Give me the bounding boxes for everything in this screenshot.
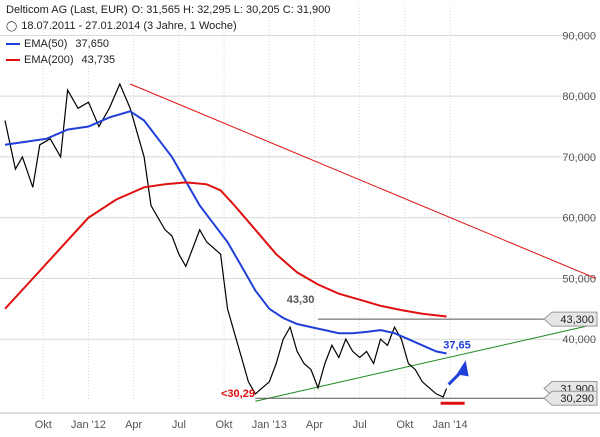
y-tick-label: 60,000 (562, 213, 596, 225)
y-tick-label: 80,000 (562, 91, 596, 103)
price-tag-box (543, 311, 598, 327)
annotation-label: 43,30 (287, 294, 315, 306)
ema50-value: 37,650 (75, 38, 110, 50)
series-line-2 (4, 181, 447, 318)
x-tick-label: Jan '12 (71, 419, 106, 431)
price-tag: 43,300 (543, 311, 598, 327)
ema50-swatch (6, 43, 20, 45)
series-line-1 (4, 110, 447, 355)
x-tick-label: Jan '14 (433, 419, 468, 431)
y-tick-label: 70,000 (562, 152, 596, 164)
price-tag: 30,290 (543, 390, 598, 406)
legend-ema50: EMA(50) 37,650 (6, 38, 109, 50)
trendline-uptrend (255, 323, 597, 402)
x-tick-label: Okt (35, 419, 52, 431)
y-tick-label: 40,000 (562, 334, 596, 346)
x-tick-label: Jul (172, 419, 186, 431)
ohlc-values: O: 31,565 H: 32,295 L: 30,205 C: 31,900 (131, 4, 331, 16)
x-tick-label: Jul (353, 419, 367, 431)
ema200-label: EMA(200) (24, 54, 74, 66)
legend-period-row: ◯ 18.07.2011 - 27.01.2014 (3 Jahre, 1 Wo… (6, 20, 237, 32)
y-tick-label: 90,000 (562, 30, 596, 42)
calendar-icon: ◯ (6, 20, 18, 32)
x-tick-label: Apr (306, 419, 323, 431)
x-tick-label: Okt (396, 419, 413, 431)
legend-title-row: Delticom AG (Last, EUR) O: 31,565 H: 32,… (6, 4, 330, 16)
chart-period: 18.07.2011 - 27.01.2014 (3 Jahre, 1 Woch… (21, 20, 237, 32)
x-tick-label: Apr (125, 419, 142, 431)
x-tick-label: Jan '13 (252, 419, 287, 431)
price-tag-box (543, 390, 598, 406)
target-arrow-head (456, 360, 469, 377)
annotation-label: <30,29 (221, 388, 255, 400)
annotation-label: 37,65 (443, 339, 471, 351)
ema200-swatch (6, 59, 20, 61)
x-tick-label: Okt (216, 419, 233, 431)
price-tag-label: 30,290 (560, 393, 594, 405)
trendline-downtrend (129, 83, 597, 279)
ema200-value: 43,735 (81, 54, 116, 66)
legend-ema200: EMA(200) 43,735 (6, 54, 115, 66)
ema50-label: EMA(50) (24, 38, 68, 50)
price-tag-label: 43,300 (560, 314, 594, 326)
chart-title: Delticom AG (Last, EUR) (6, 4, 128, 16)
y-tick-label: 50,000 (562, 273, 596, 285)
